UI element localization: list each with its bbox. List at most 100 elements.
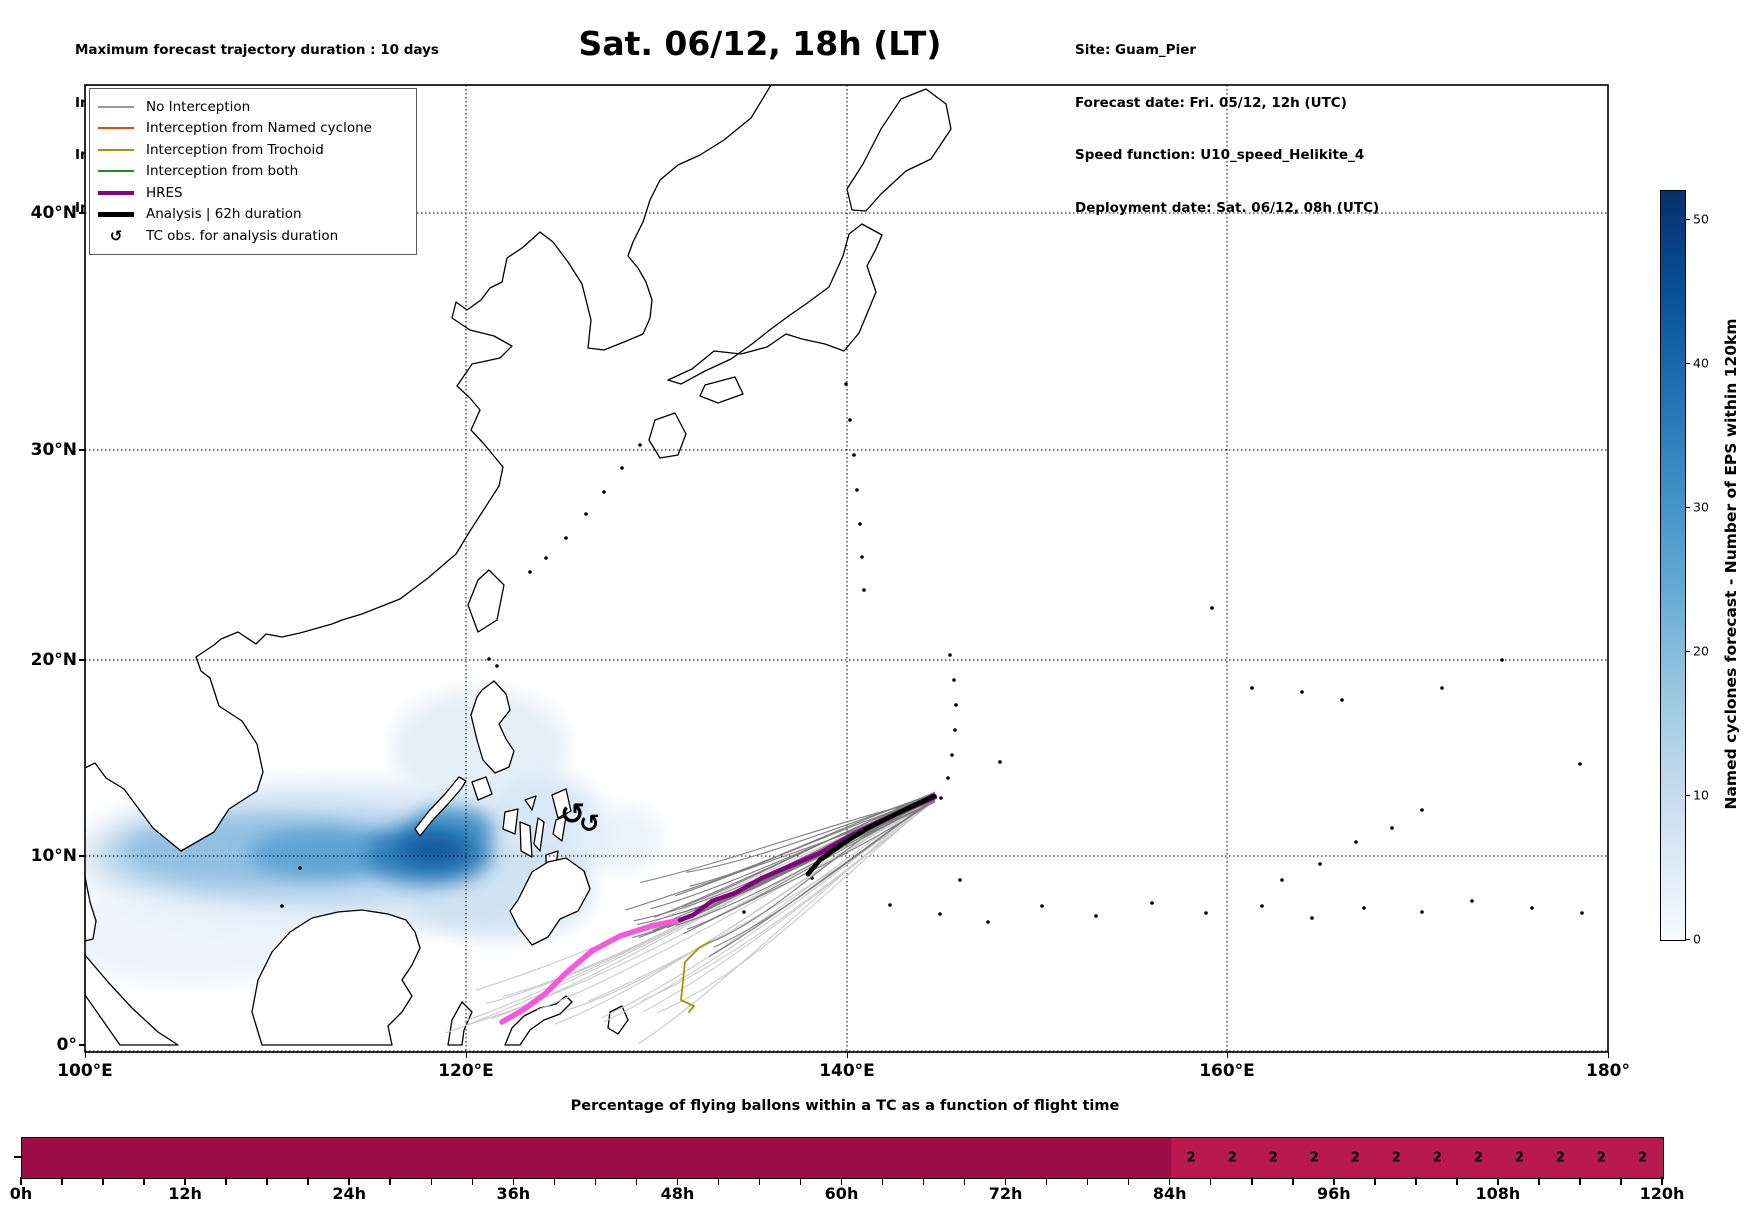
legend-line-swatch	[98, 105, 134, 108]
time-tick	[1620, 1177, 1622, 1185]
island-dots	[280, 382, 1584, 924]
lat-tick-label: 20°N	[30, 650, 77, 670]
time-tick	[1168, 1177, 1171, 1185]
lat-tick	[79, 855, 85, 857]
time-tick	[266, 1177, 268, 1185]
time-tick	[1579, 1177, 1581, 1185]
lat-tick-label: 40°N	[30, 203, 77, 223]
time-tick-label: 120h	[1639, 1184, 1685, 1203]
time-tick-label: 12h	[168, 1184, 202, 1203]
time-tick	[1661, 1177, 1663, 1185]
bin-count-label: 2	[1473, 1150, 1483, 1166]
time-tick	[553, 1177, 556, 1185]
bar-chart-title: Percentage of flying ballons within a TC…	[570, 1098, 1120, 1114]
time-tick-label: 60h	[824, 1184, 859, 1203]
time-tick-label: 84h	[1152, 1184, 1187, 1203]
legend-label: HRES	[146, 184, 183, 201]
time-tick	[1497, 1177, 1499, 1185]
lon-tick-label: 100°E	[57, 1061, 113, 1081]
bin-count-label: 2	[1596, 1150, 1606, 1166]
legend-line-swatch	[98, 212, 134, 217]
legend-line-swatch	[98, 127, 134, 130]
bin-count-label: 2	[1268, 1150, 1278, 1166]
bin-count-label: 2	[1432, 1150, 1442, 1166]
colorbar-tick	[1685, 218, 1690, 220]
forecast-date-line: Forecast date: Fri. 05/12, 12h (UTC)	[1075, 94, 1347, 111]
time-tick	[389, 1177, 391, 1185]
time-tick-label: 48h	[660, 1184, 695, 1203]
colorbar-tick	[1685, 650, 1690, 652]
colorbar-tick	[1685, 939, 1690, 940]
colorbar-tick-label: 40	[1693, 355, 1709, 371]
time-tick	[471, 1177, 474, 1185]
time-tick	[61, 1177, 63, 1185]
lon-tick-label: 180°	[1586, 1061, 1630, 1081]
time-tick	[1292, 1177, 1294, 1185]
lat-tick	[79, 659, 85, 661]
time-tick	[348, 1177, 350, 1185]
speed-function-line: Speed function: U10_speed_Helikite_4	[1075, 147, 1365, 163]
time-tick	[102, 1177, 104, 1185]
lat-tick-label: 30°N	[30, 440, 77, 460]
legend-label: Interception from Named cyclone	[146, 120, 372, 137]
time-tick	[922, 1177, 925, 1185]
time-tick	[758, 1177, 761, 1185]
legend-item-tc-obs: ↺ TC obs. for analysis duration	[98, 225, 406, 247]
coastlines	[85, 85, 952, 1046]
lat-tick-label: 10°N	[30, 846, 77, 866]
bin-count-label: 2	[1514, 1150, 1524, 1166]
bin-count-label: 2	[1637, 1150, 1648, 1166]
lon-tick	[84, 1052, 86, 1058]
time-tick	[594, 1177, 597, 1185]
bar-y-tick	[14, 1156, 21, 1158]
colorbar-tick-label: 50	[1693, 211, 1709, 227]
config-line-duration: Maximum forecast trajectory duration : 1…	[75, 42, 439, 58]
bin-count-label: 2	[1350, 1150, 1360, 1166]
bin-count-label: 2	[1391, 1150, 1401, 1166]
colorbar-tick-label: 10	[1693, 787, 1709, 803]
time-tick	[799, 1177, 802, 1185]
time-tick	[184, 1177, 186, 1185]
figure-title: Sat. 06/12, 18h (LT)	[578, 24, 942, 63]
time-tick	[1045, 1177, 1048, 1185]
site-info-block: Site: Guam_Pier Forecast date: Fri. 05/1…	[1075, 7, 1379, 252]
time-tick	[307, 1177, 309, 1185]
lon-tick-label: 140°E	[819, 1061, 875, 1081]
analysis-trajectory	[805, 793, 937, 877]
legend-item-named-cyclone: Interception from Named cyclone	[98, 118, 406, 140]
time-tick-label: 36h	[496, 1184, 531, 1203]
bin-count-label: 2	[1186, 1150, 1196, 1166]
colorbar-label: Named cyclones forecast - Number of EPS …	[1722, 318, 1740, 810]
time-tick	[1127, 1177, 1130, 1185]
legend-label: TC obs. for analysis duration	[146, 227, 339, 244]
time-tick	[20, 1177, 22, 1185]
time-tick	[1251, 1177, 1253, 1185]
time-tick	[1456, 1177, 1458, 1185]
time-tick	[225, 1177, 227, 1185]
legend-item-analysis: Analysis | 62h duration	[98, 204, 406, 226]
legend-label: Interception from both	[146, 163, 299, 180]
time-tick-label: 72h	[988, 1184, 1023, 1203]
legend-item-both: Interception from both	[98, 161, 406, 183]
colorbar-tick-label: 20	[1693, 643, 1709, 659]
map-legend: No Interception Interception from Named …	[89, 88, 417, 255]
time-tick	[1004, 1177, 1007, 1185]
lat-tick	[79, 212, 85, 214]
lon-tick	[846, 1052, 848, 1058]
lon-tick-label: 160°E	[1199, 1061, 1255, 1081]
time-tick	[430, 1177, 432, 1185]
time-tick	[840, 1177, 843, 1185]
time-tick	[1538, 1177, 1540, 1185]
time-tick-label: 0h	[9, 1184, 33, 1203]
legend-label: Interception from Trochoid	[146, 141, 324, 158]
legend-line-swatch	[98, 190, 134, 195]
legend-label: Analysis | 62h duration	[146, 206, 302, 223]
time-tick	[512, 1177, 515, 1185]
colorbar-tick-label: 30	[1693, 499, 1709, 515]
cyclone-obs-icon: ↺	[560, 797, 585, 832]
time-tick	[1333, 1177, 1335, 1185]
time-tick-label: 24h	[332, 1184, 367, 1203]
bin-count-label: 2	[1309, 1150, 1319, 1166]
